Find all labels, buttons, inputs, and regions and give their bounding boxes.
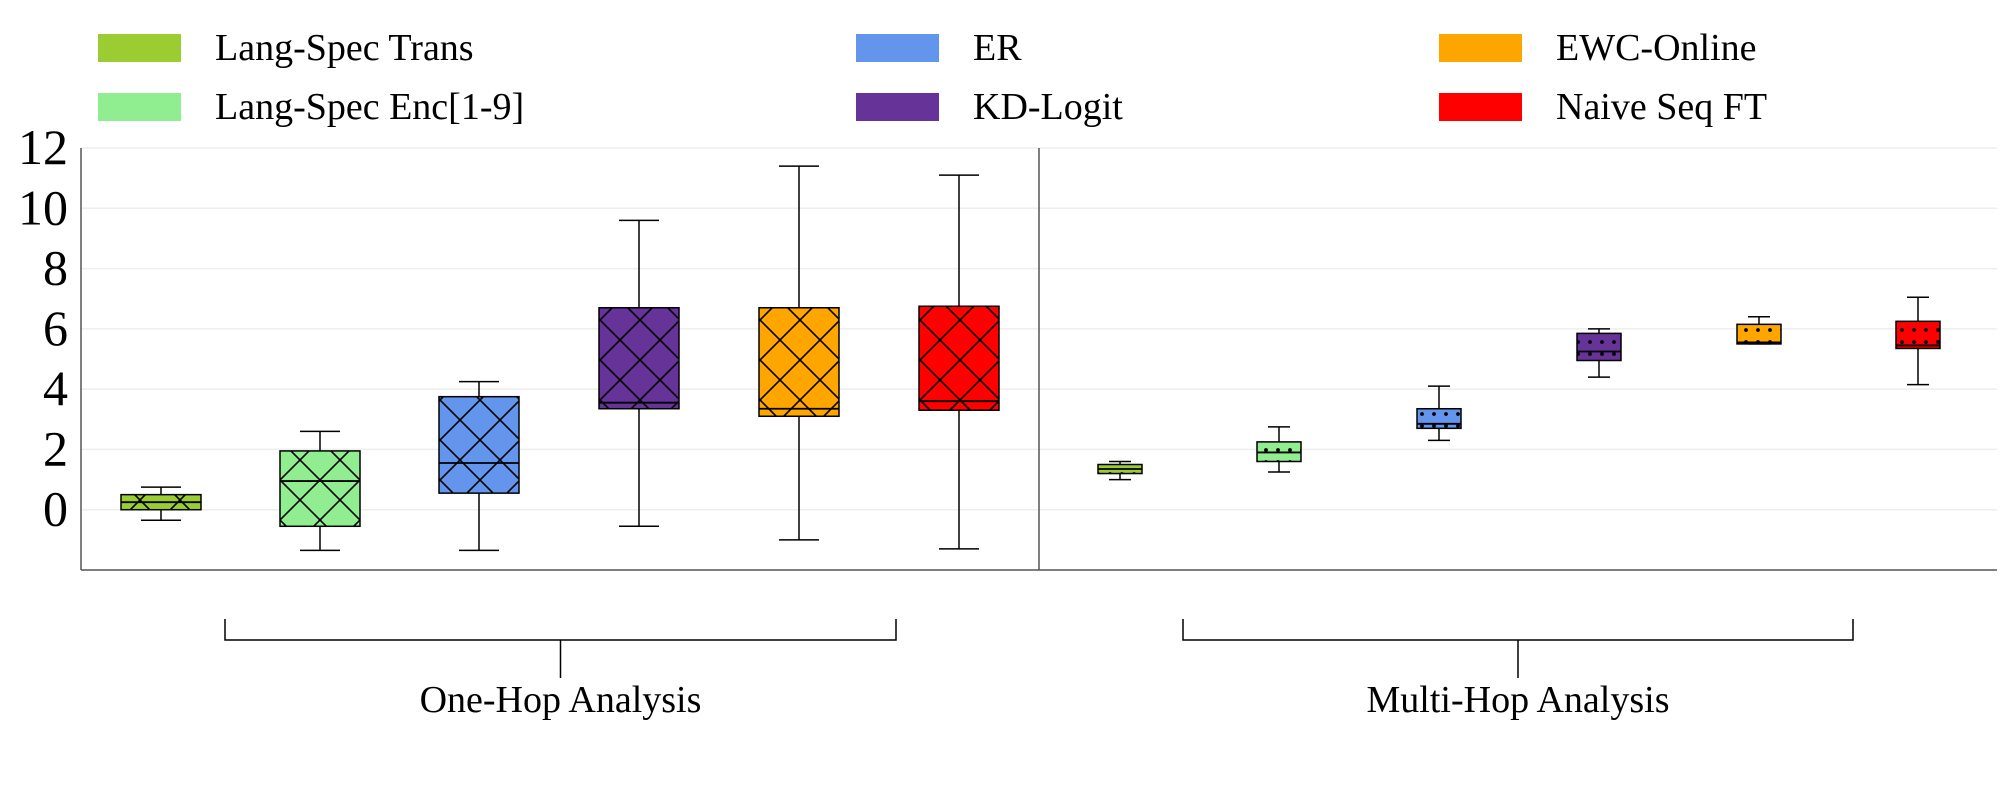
- group-label: Multi-Hop Analysis: [1367, 679, 1670, 721]
- legend-label: Naive Seq FT: [1556, 86, 1767, 128]
- group-bracket: [224, 619, 897, 678]
- legend-item: Lang-Spec Trans: [98, 27, 474, 69]
- y-tick-label: 2: [43, 420, 68, 476]
- box-body: [758, 307, 840, 418]
- box-multi_hop-4: [1736, 316, 1782, 345]
- y-tick-label: 10: [18, 179, 68, 235]
- group-bracket: [1182, 619, 1854, 678]
- box-one_hop-5: [918, 174, 1000, 550]
- legend-label: Lang-Spec Enc[1-9]: [215, 86, 524, 128]
- legend-item: Lang-Spec Enc[1-9]: [98, 86, 524, 128]
- box-one_hop-4: [758, 165, 840, 541]
- y-tick-label: 6: [43, 300, 68, 356]
- box-body: [438, 395, 520, 494]
- box-one_hop-2: [438, 380, 520, 552]
- legend-item: Naive Seq FT: [1439, 86, 1767, 128]
- box-body: [279, 450, 361, 528]
- legend-swatch: [856, 34, 939, 62]
- legend-swatch: [98, 34, 181, 62]
- group-brackets: One-Hop Analysis Multi-Hop Analysis: [224, 619, 1854, 721]
- group-label: One-Hop Analysis: [420, 679, 702, 721]
- box-one_hop-0: [120, 486, 202, 522]
- legend-label: ER: [973, 27, 1022, 69]
- legend: Lang-Spec Trans Lang-Spec Enc[1-9] ER KD-Lo…: [98, 27, 1767, 128]
- box-multi_hop-1: [1256, 426, 1302, 473]
- box-series: [120, 165, 1941, 552]
- box-multi_hop-5: [1895, 296, 1941, 386]
- legend-swatch: [1439, 34, 1522, 62]
- box-multi_hop-2: [1416, 385, 1462, 442]
- box-body: [1736, 323, 1782, 345]
- box-one_hop-1: [279, 430, 361, 552]
- box-body: [918, 305, 1000, 411]
- legend-label: KD-Logit: [973, 86, 1123, 128]
- box-one_hop-3: [598, 219, 680, 528]
- y-tick-label: 4: [43, 360, 68, 416]
- box-body: [598, 307, 680, 410]
- legend-swatch: [856, 93, 939, 121]
- box-body: [1895, 320, 1941, 350]
- legend-item: EWC-Online: [1439, 27, 1757, 69]
- legend-item: ER: [856, 27, 1022, 69]
- legend-label: EWC-Online: [1556, 27, 1757, 69]
- y-tick-label: 0: [43, 481, 68, 537]
- box-multi_hop-3: [1576, 328, 1622, 378]
- y-tick-label: 12: [18, 119, 68, 175]
- legend-swatch: [98, 93, 181, 121]
- legend-swatch: [1439, 93, 1522, 121]
- box-multi_hop-0: [1097, 460, 1143, 481]
- box-body: [1576, 332, 1622, 362]
- y-tick-label: 8: [43, 240, 68, 296]
- legend-label: Lang-Spec Trans: [215, 27, 474, 69]
- legend-item: KD-Logit: [856, 86, 1123, 128]
- box-body: [1416, 407, 1462, 430]
